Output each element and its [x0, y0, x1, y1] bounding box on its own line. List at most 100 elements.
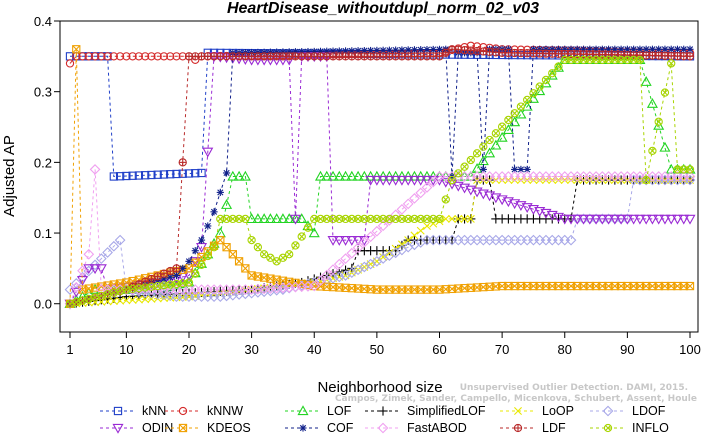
marker-stroke: [399, 216, 405, 222]
marker-stroke: [173, 281, 180, 287]
marker-stroke: [417, 46, 424, 53]
marker-stroke: [549, 70, 556, 77]
watermark-line: Campos, Zimek, Sander, Campello, Micenko…: [335, 394, 697, 404]
data-point: [114, 234, 126, 246]
data-point: [308, 280, 320, 292]
marker-shape: [679, 281, 688, 291]
marker-stroke: [192, 270, 199, 277]
data-point: [234, 214, 244, 224]
marker-shape: [316, 282, 325, 291]
data-point: [109, 288, 118, 297]
x-tick-label: 100: [679, 342, 701, 357]
marker-shape: [548, 281, 557, 291]
marker-shape: [548, 69, 557, 78]
data-point: [565, 234, 577, 246]
data-point: [402, 198, 414, 210]
marker-stroke: [392, 47, 399, 54]
data-point: [509, 116, 521, 127]
marker-shape: [259, 250, 269, 259]
marker-stroke: [273, 48, 280, 56]
marker-shape: [103, 290, 112, 299]
data-point: [166, 280, 175, 289]
marker-shape: [590, 214, 602, 225]
data-point: [460, 162, 469, 171]
data-point: [497, 122, 507, 131]
marker-stroke: [386, 216, 393, 222]
marker-stroke: [167, 274, 174, 281]
data-point: [352, 242, 364, 254]
marker-shape: [497, 122, 507, 131]
marker-stroke: [73, 299, 80, 306]
marker-shape: [128, 52, 137, 61]
data-point: [158, 289, 170, 301]
data-point: [665, 214, 677, 225]
data-point: [422, 214, 432, 224]
marker-shape: [178, 406, 188, 416]
marker-shape: [560, 281, 569, 291]
marker-shape: [385, 285, 394, 294]
marker-shape: [159, 52, 169, 61]
marker-stroke: [568, 56, 574, 63]
data-point: [122, 171, 131, 181]
data-point: [95, 253, 107, 265]
marker-shape: [360, 284, 369, 294]
data-point: [166, 52, 175, 61]
marker-stroke: [173, 272, 180, 279]
legend-item: KDEOS: [165, 421, 251, 434]
data-point: [429, 214, 438, 224]
data-point: [291, 241, 300, 250]
marker-shape: [390, 175, 402, 186]
marker-shape: [598, 281, 607, 291]
marker-shape: [579, 55, 588, 65]
data-point: [241, 264, 250, 273]
data-point: [667, 59, 676, 68]
data-point: [128, 52, 137, 61]
marker-stroke: [98, 292, 105, 299]
data-point: [385, 214, 394, 224]
marker-shape: [560, 55, 569, 65]
marker-shape: [216, 214, 225, 224]
marker-shape: [466, 155, 475, 165]
marker-stroke: [104, 291, 111, 298]
marker-shape: [296, 213, 308, 224]
legend-item: LDF: [500, 421, 566, 434]
marker-stroke: [630, 56, 637, 63]
data-point: [134, 52, 144, 61]
marker-shape: [402, 175, 414, 186]
data-point: [408, 175, 420, 186]
data-point: [352, 170, 364, 181]
marker-shape: [115, 172, 125, 181]
marker-shape: [109, 288, 118, 297]
marker-shape: [328, 282, 338, 292]
marker-shape: [566, 55, 576, 65]
marker-stroke: [286, 251, 293, 258]
data-point: [308, 227, 320, 238]
marker-shape: [308, 280, 320, 292]
data-point: [78, 52, 87, 61]
marker-stroke: [336, 216, 343, 222]
marker-shape: [679, 165, 688, 174]
data-point: [360, 214, 369, 224]
legend-label: COF: [327, 421, 354, 434]
marker-shape: [479, 282, 488, 292]
marker-stroke: [185, 258, 193, 265]
marker-shape: [396, 203, 408, 215]
marker-shape: [297, 405, 309, 416]
marker-stroke: [323, 216, 330, 222]
marker-shape: [310, 281, 319, 291]
data-point: [141, 52, 150, 61]
data-point: [685, 52, 695, 61]
marker-shape: [259, 273, 269, 282]
data-point: [667, 45, 675, 53]
data-point: [314, 170, 327, 181]
x-tick-label: 1: [66, 342, 73, 357]
marker-stroke: [386, 47, 393, 54]
marker-stroke: [110, 289, 117, 296]
series-line: [69, 59, 690, 305]
marker-shape: [408, 175, 420, 186]
marker-stroke: [442, 196, 449, 203]
data-point: [203, 251, 212, 261]
marker-stroke: [385, 248, 394, 257]
marker-stroke: [373, 47, 380, 54]
marker-stroke: [436, 46, 443, 53]
